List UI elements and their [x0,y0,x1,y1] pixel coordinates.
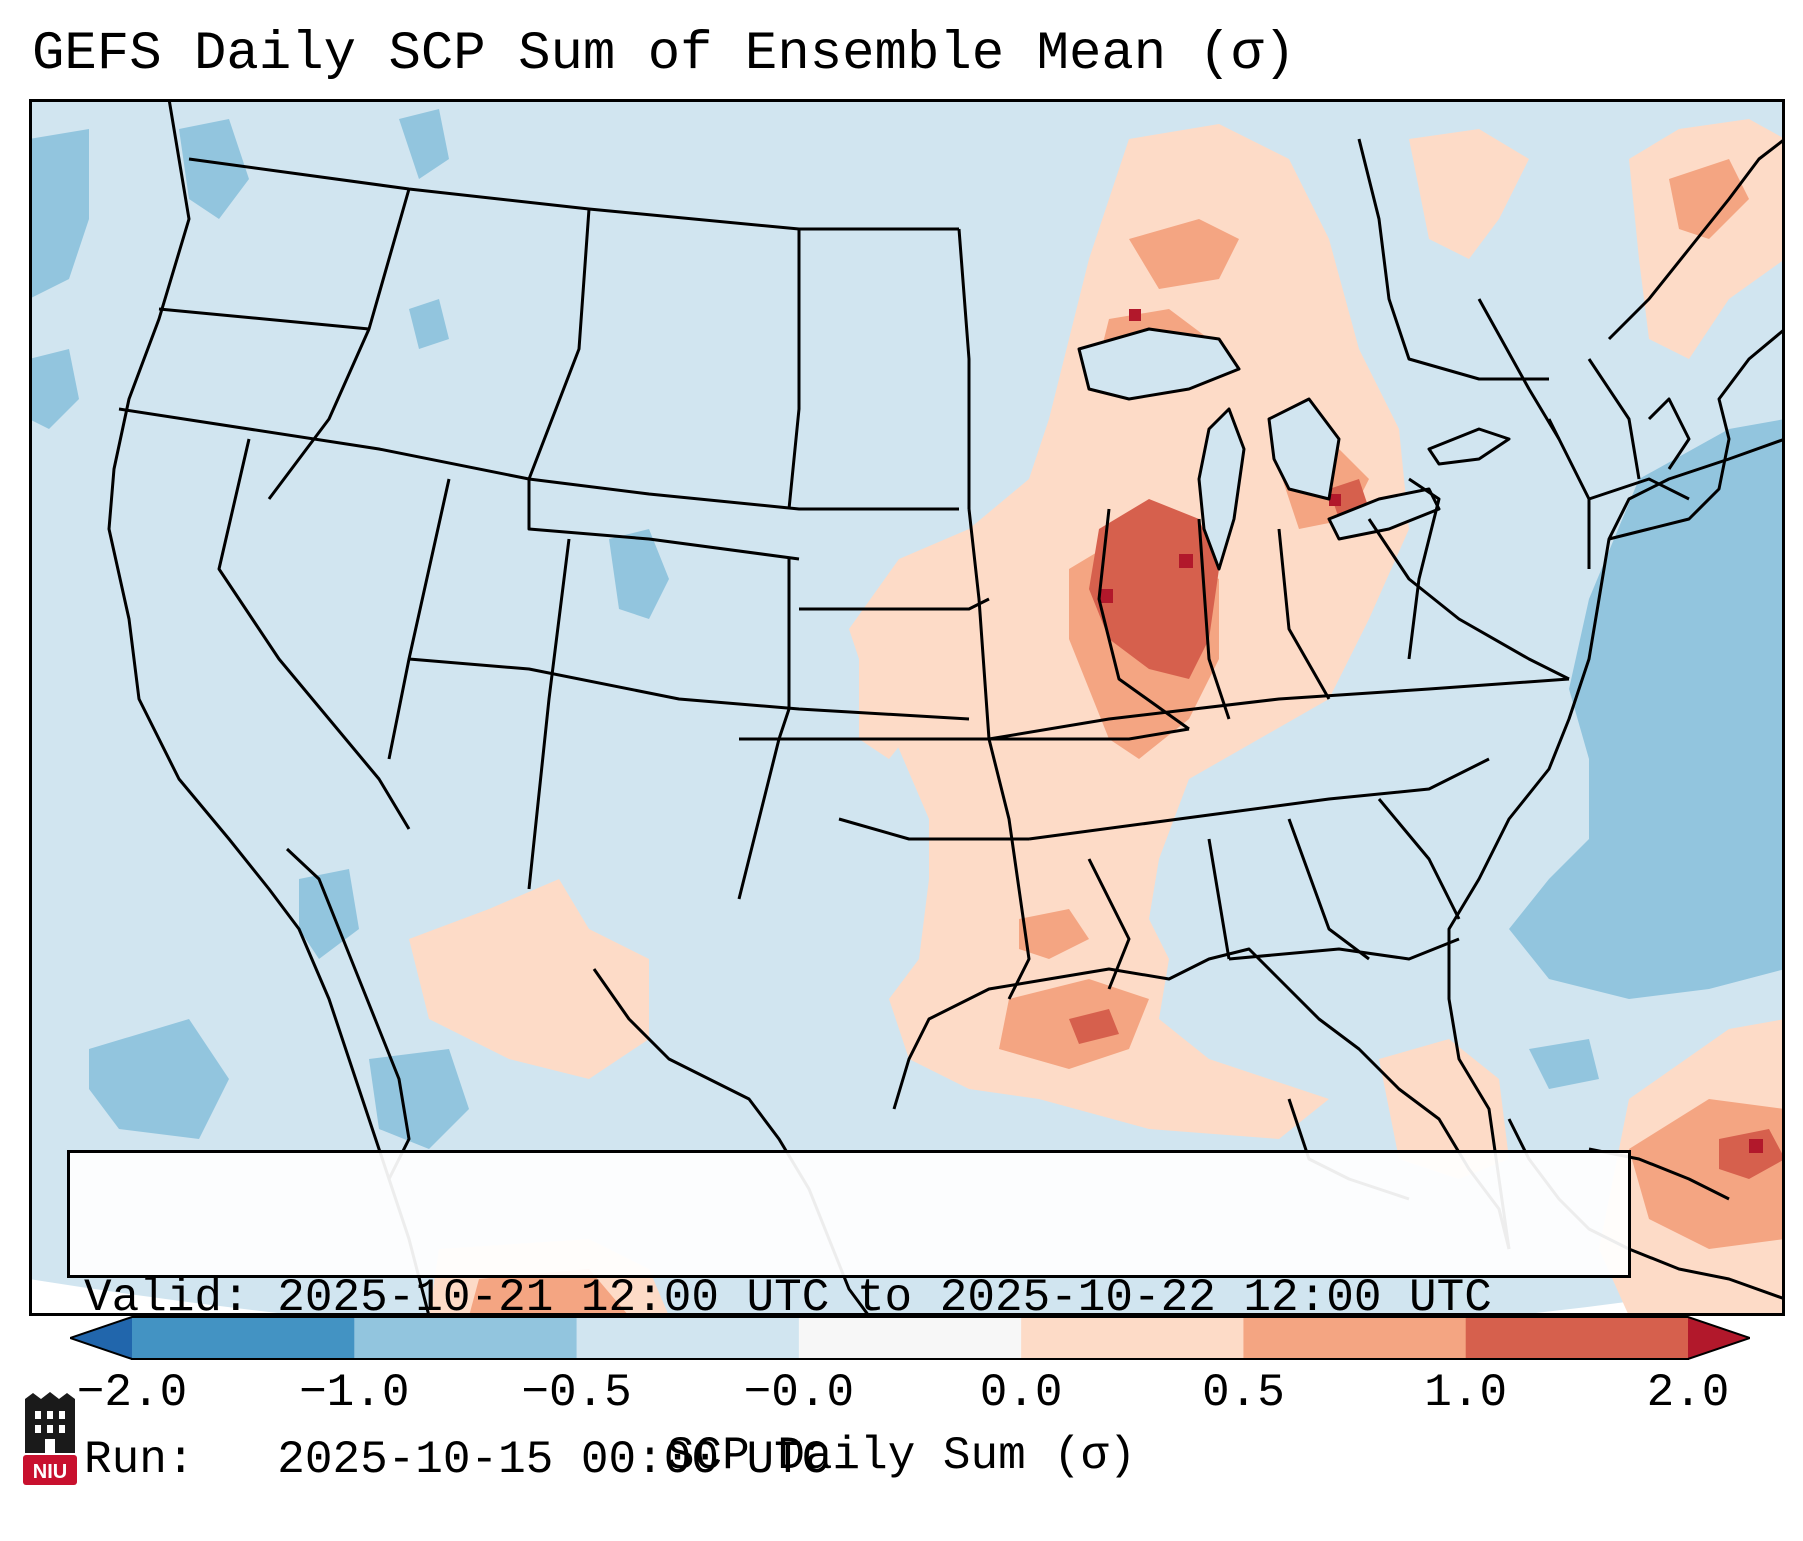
colorbar-extension-min [70,1317,132,1359]
colorbar-bin [354,1317,578,1359]
extreme-anomaly-cells [1099,309,1763,1153]
logo-text: NIU [33,1461,67,1483]
colorbar-bin [798,1317,1022,1359]
logo-tower-icon [25,1392,75,1453]
run-label: Run: [84,1434,195,1486]
run-row: Run: 2025-10-15 00:00 UTC [84,1433,1628,1487]
niu-logo: NIU [23,1392,77,1485]
colorbar [70,1316,1750,1360]
map-frame [29,99,1785,1316]
colorbar-tick: 0.0 [979,1367,1063,1419]
colorbar-tick: −2.0 [76,1367,188,1419]
logo-badge [23,1455,77,1485]
colorbar-label: SCP Daily Sum (σ) [666,1430,1137,1482]
strong-anomaly-area [1069,479,1785,1179]
colorbar-tick: 0.5 [1202,1367,1285,1419]
colorbar-bin [1465,1317,1689,1359]
colorbar-tick: 1.0 [1424,1367,1508,1419]
colorbar-tick: −0.5 [521,1367,632,1419]
chart-title: GEFS Daily SCP Sum of Ensemble Mean (σ) [32,24,1296,85]
valid-value: 2025-10-21 12:00 UTC to 2025-10-22 12:00… [277,1272,1492,1324]
negative-anomaly-area [29,109,1785,1149]
scp-map [29,99,1785,1316]
state-borders [118,138,1691,1201]
run-value: 2025-10-15 00:00 UTC [277,1434,830,1486]
valid-row: Valid: 2025-10-21 12:00 UTC to 2025-10-2… [84,1271,1628,1325]
valid-label: Valid: [84,1272,250,1324]
valid-time-box: Valid: 2025-10-21 12:00 UTC to 2025-10-2… [67,1150,1631,1486]
colorbar-tick: −0.0 [743,1367,855,1419]
colorbar-extension-max [1688,1317,1750,1359]
colorbar-tick: 2.0 [1646,1367,1730,1419]
colorbar-bin [1021,1317,1244,1359]
colorbar-bin [576,1317,800,1359]
great-lakes [1077,327,1511,571]
colorbar-tick: −1.0 [299,1367,410,1419]
colorbar-bin [1243,1317,1467,1359]
colorbar-bin [132,1317,355,1359]
